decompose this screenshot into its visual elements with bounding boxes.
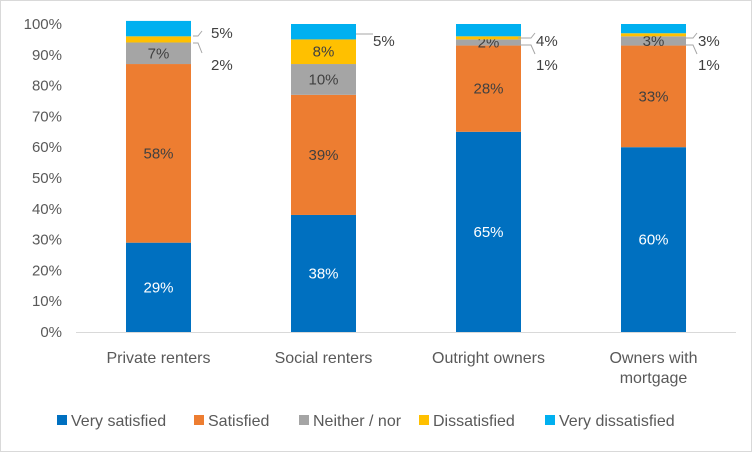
data-label: 38% <box>308 265 338 282</box>
y-tick-label: 30% <box>32 232 62 249</box>
y-tick-label: 70% <box>32 108 62 125</box>
data-label: 3% <box>643 33 665 50</box>
bar-segment <box>621 24 686 34</box>
bar-segment <box>621 147 686 332</box>
bar-segment <box>126 36 191 43</box>
data-label: 7% <box>148 45 170 62</box>
x-tick-label: Social renters <box>275 350 373 367</box>
data-label: 10% <box>308 71 338 88</box>
y-tick-label: 10% <box>32 293 62 310</box>
data-label: 4% <box>536 33 558 50</box>
x-tick-label: Outright owners <box>432 350 545 367</box>
bar-segment <box>291 39 356 65</box>
bar-segment <box>621 33 686 37</box>
leader-line <box>193 42 203 54</box>
data-label: 29% <box>143 279 173 296</box>
data-label: 39% <box>308 147 338 164</box>
bar-segment <box>456 131 521 332</box>
bar-segment <box>126 42 191 65</box>
data-label: 60% <box>638 232 668 249</box>
data-label: 58% <box>143 145 173 162</box>
data-label: 8% <box>313 44 335 61</box>
legend-swatch <box>299 415 309 425</box>
bar-segment <box>291 24 356 40</box>
legend-label: Neither / nor <box>313 413 402 430</box>
bar-segment <box>126 20 191 37</box>
legend-label: Very dissatisfied <box>559 413 675 430</box>
y-tick-label: 0% <box>40 324 62 341</box>
legend-swatch <box>419 415 429 425</box>
x-tick-label: Private renters <box>106 350 210 367</box>
y-tick-label: 20% <box>32 262 62 279</box>
legend-label: Satisfied <box>208 413 269 430</box>
bar-segment <box>456 36 521 40</box>
legend-label: Dissatisfied <box>433 413 515 430</box>
data-label: 1% <box>536 57 558 74</box>
bar-segment <box>621 45 686 148</box>
data-label: 5% <box>373 33 395 50</box>
legend-swatch <box>57 415 67 425</box>
x-tick-label: mortgage <box>620 370 688 387</box>
leader-line <box>193 30 203 37</box>
y-tick-label: 100% <box>24 16 62 33</box>
legend-label: Very satisfied <box>71 413 166 430</box>
data-label: 2% <box>211 57 233 74</box>
bar-segment <box>621 36 686 46</box>
bar-segment <box>456 24 521 37</box>
x-tick-label: Owners with <box>609 350 697 367</box>
y-tick-label: 40% <box>32 201 62 218</box>
bar-segment <box>126 64 191 243</box>
bar-segment <box>291 64 356 95</box>
y-tick-label: 90% <box>32 47 62 64</box>
bar-segment <box>291 214 356 332</box>
data-label: 3% <box>698 33 720 50</box>
data-label: 33% <box>638 88 668 105</box>
leader-line <box>680 44 698 55</box>
leader-line <box>680 32 698 39</box>
leader-line <box>518 32 536 39</box>
bar-segment <box>126 242 191 332</box>
data-label: 5% <box>211 25 233 42</box>
legend-swatch <box>194 415 204 425</box>
data-label: 65% <box>473 224 503 241</box>
leader-line <box>518 44 536 55</box>
bar-segment <box>291 94 356 215</box>
data-label: 28% <box>473 81 503 98</box>
bar-segment <box>456 39 521 46</box>
data-label: 1% <box>698 57 720 74</box>
y-tick-label: 60% <box>32 139 62 156</box>
y-tick-label: 80% <box>32 78 62 95</box>
bar-segment <box>456 45 521 132</box>
legend-swatch <box>545 415 555 425</box>
y-tick-label: 50% <box>32 170 62 187</box>
